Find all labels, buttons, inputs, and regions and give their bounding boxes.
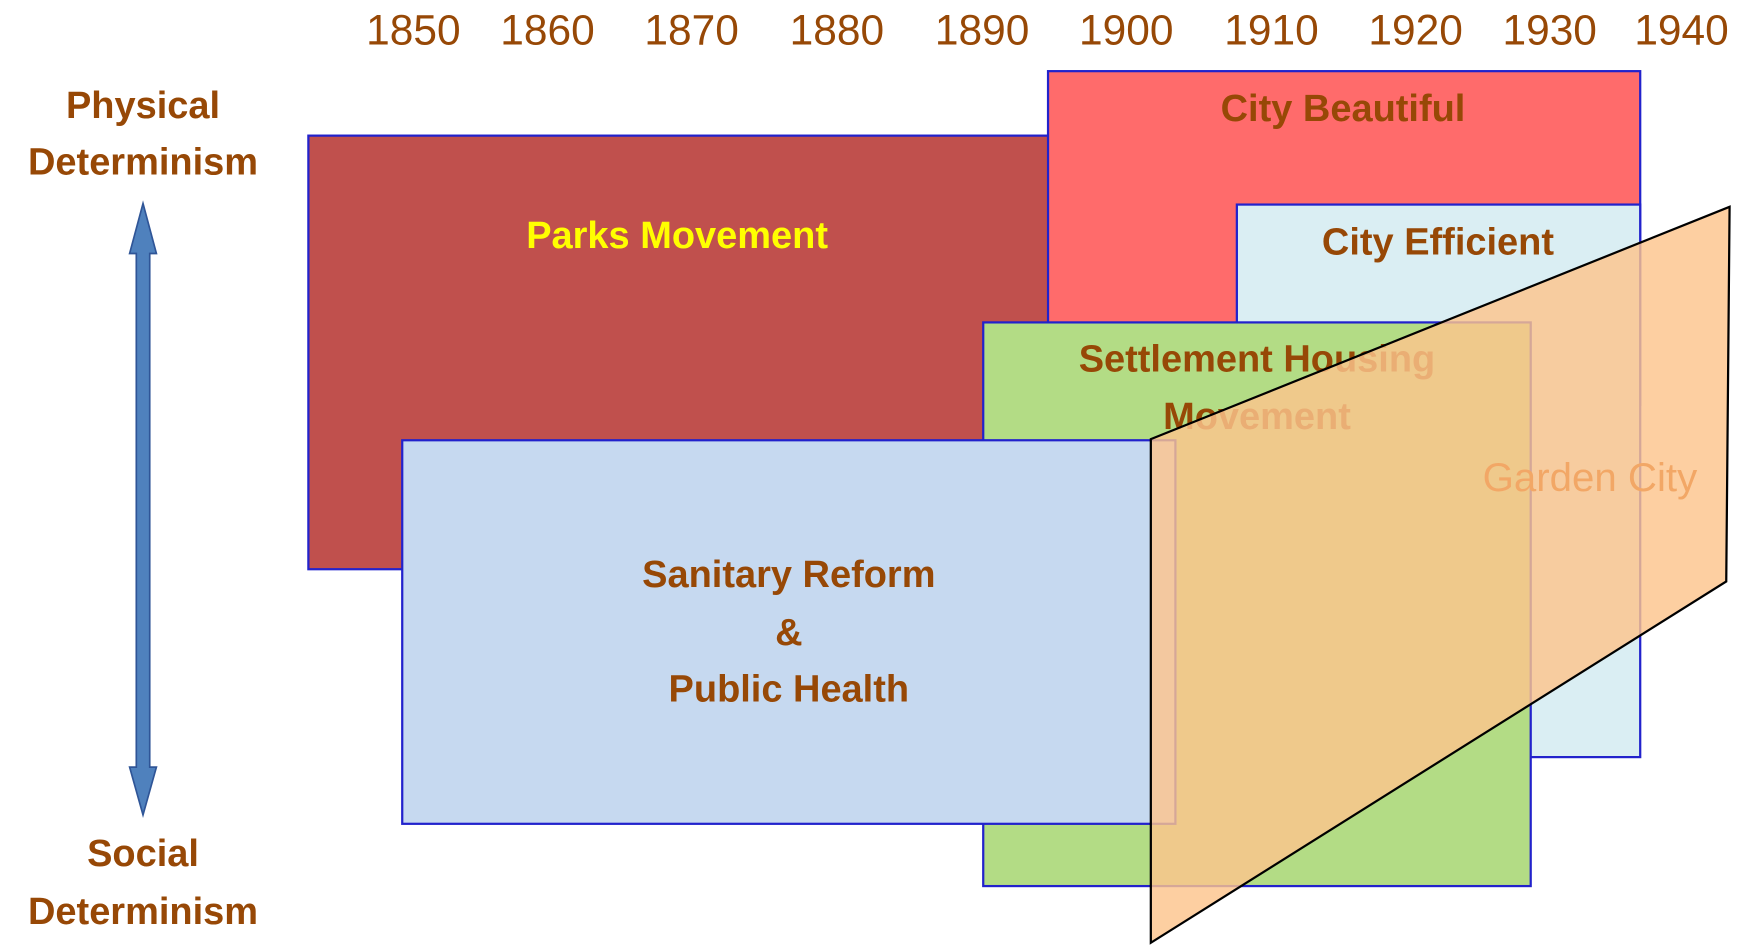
- year-label: 1940: [1634, 7, 1728, 54]
- axis-bottom-label: Social: [87, 833, 199, 875]
- year-label: 1870: [644, 7, 738, 54]
- year-label: 1900: [1079, 7, 1173, 54]
- box-label: Garden City: [1483, 455, 1698, 500]
- axis-top-label: Determinism: [28, 142, 258, 184]
- axis-bottom-label: Determinism: [28, 891, 258, 933]
- box-label: Sanitary Reform: [642, 554, 935, 596]
- box-label: Parks Movement: [526, 215, 828, 257]
- box-label: Public Health: [669, 669, 910, 711]
- year-label: 1850: [366, 7, 460, 54]
- sanitary-box: [401, 439, 1177, 825]
- box-label: &: [775, 612, 802, 654]
- year-label: 1860: [500, 7, 594, 54]
- year-label: 1890: [935, 7, 1029, 54]
- year-label: 1880: [790, 7, 884, 54]
- axis-top-label: Physical: [66, 85, 220, 127]
- axis-arrow: [128, 200, 158, 819]
- year-label: 1910: [1224, 7, 1318, 54]
- box-label: City Efficient: [1322, 222, 1554, 264]
- year-label: 1930: [1502, 7, 1596, 54]
- box-label: City Beautiful: [1221, 88, 1466, 130]
- garden-city-plane: [1149, 205, 1731, 945]
- timeline: 1850 1860 1870 1880 1890 1900 1910 1920 1930 1940: [366, 7, 1729, 54]
- year-label: 1920: [1368, 7, 1462, 54]
